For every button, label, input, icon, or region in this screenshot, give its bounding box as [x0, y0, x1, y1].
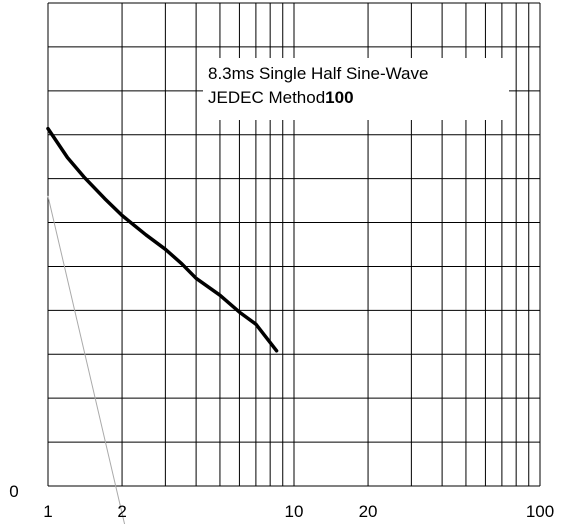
x-tick-label: 20	[359, 502, 378, 521]
x-tick-label: 10	[285, 502, 304, 521]
annotation-line-2-prefix: JEDEC Method	[208, 88, 325, 107]
y-tick-label: 0	[9, 482, 18, 501]
series-line-secondary	[47, 195, 126, 524]
annotation-line-1: 8.3ms Single Half Sine-Wave	[208, 64, 428, 83]
annotation-box: 8.3ms Single Half Sine-Wave JEDEC Method…	[203, 58, 509, 120]
annotation-line-2: JEDEC Method100	[208, 88, 354, 107]
tick-labels: 1 2 10 20 100 0	[9, 482, 554, 521]
x-tick-label: 100	[526, 502, 554, 521]
annotation-line-2-bold: 100	[325, 88, 353, 107]
series-layer	[46, 126, 279, 524]
x-tick-label: 2	[117, 502, 126, 521]
x-tick-label: 1	[43, 502, 52, 521]
series-line-main	[46, 126, 279, 353]
annotation-background	[203, 58, 509, 120]
